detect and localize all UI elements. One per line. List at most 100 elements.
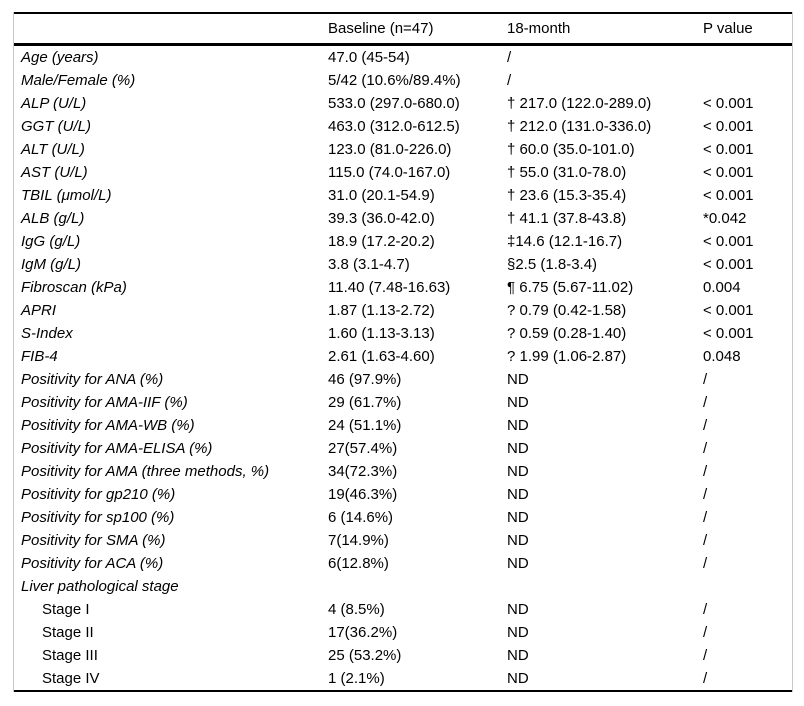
table-row: Positivity for AMA-IIF (%) 29 (61.7%) ND / (14, 391, 792, 414)
cell-pvalue: < 0.001 (703, 95, 754, 112)
row-label: Stage III (42, 647, 98, 664)
cell-baseline: 533.0 (297.0-680.0) (328, 95, 460, 112)
cell-pvalue: / (703, 486, 708, 503)
cell-baseline: 5/42 (10.6%/89.4%) (328, 72, 461, 89)
cell-pvalue: < 0.001 (703, 164, 754, 181)
cell-baseline: 3.8 (3.1-4.7) (328, 256, 410, 273)
cell-18month: ND (507, 532, 529, 549)
cell-18month: / (507, 49, 512, 66)
table-header-row: Baseline (n=47) 18-month P value (14, 13, 792, 46)
cell-pvalue: / (703, 601, 708, 618)
table-row: Positivity for ANA (%) 46 (97.9%) ND / (14, 368, 792, 391)
row-label: Positivity for SMA (%) (21, 532, 166, 549)
cell-pvalue: / (703, 394, 708, 411)
cell-baseline: 31.0 (20.1-54.9) (328, 187, 435, 204)
row-label: Positivity for AMA-WB (%) (21, 417, 195, 434)
row-label: TBIL (μmol/L) (21, 187, 112, 204)
cell-pvalue: / (703, 670, 708, 687)
table-row: GGT (U/L) 463.0 (312.0-612.5) † 212.0 (131… (14, 115, 792, 138)
cell-18month: ¶ 6.75 (5.67-11.02) (507, 279, 634, 296)
row-label: IgG (g/L) (21, 233, 81, 250)
cell-baseline: 7(14.9%) (328, 532, 389, 549)
cell-18month: ND (507, 486, 529, 503)
row-label: APRI (21, 302, 57, 319)
cell-baseline: 115.0 (74.0-167.0) (328, 164, 451, 181)
table-row: FIB-4 2.61 (1.63-4.60) ? 1.99 (1.06-2.87) 0… (14, 345, 792, 368)
header-18month: 18-month (507, 13, 703, 46)
row-label: Positivity for AMA-ELISA (%) (21, 440, 213, 457)
cell-18month: † 217.0 (122.0-289.0) (507, 95, 652, 112)
cell-baseline: 11.40 (7.48-16.63) (328, 279, 451, 296)
row-label: FIB-4 (21, 348, 58, 365)
table-row: S-Index 1.60 (1.13-3.13) ? 0.59 (0.28-1.40… (14, 322, 792, 345)
cell-baseline: 1.60 (1.13-3.13) (328, 325, 435, 342)
row-label: Stage I (42, 601, 90, 618)
cell-18month: ND (507, 647, 529, 664)
cell-baseline: 27(57.4%) (328, 440, 398, 457)
cell-18month: ND (507, 417, 529, 434)
cell-baseline: 24 (51.1%) (328, 417, 402, 434)
cell-baseline: 46 (97.9%) (328, 371, 402, 388)
header-parameter (14, 13, 328, 46)
row-label: Male/Female (%) (21, 72, 136, 89)
cell-18month: ND (507, 394, 529, 411)
cell-baseline: 1.87 (1.13-2.72) (328, 302, 435, 319)
cell-18month: ND (507, 463, 529, 480)
cell-18month: † 55.0 (31.0-78.0) (507, 164, 627, 181)
cell-18month: / (507, 72, 512, 89)
row-label: Positivity for AMA (three methods, %) (21, 463, 270, 480)
table-row: Stage IV 1 (2.1%) ND / (14, 667, 792, 691)
cell-18month: † 23.6 (15.3-35.4) (507, 187, 627, 204)
row-label: AST (U/L) (21, 164, 88, 181)
cell-baseline: 47.0 (45-54) (328, 49, 410, 66)
paper-table-figure: Baseline (n=47) 18-month P value Age (ye… (13, 12, 793, 692)
table-row: Positivity for AMA-ELISA (%) 27(57.4%) ND / (14, 437, 792, 460)
cell-18month: ? 0.59 (0.28-1.40) (507, 325, 627, 342)
cell-baseline: 6(12.8%) (328, 555, 389, 572)
cell-pvalue (703, 575, 792, 598)
table-row: AST (U/L) 115.0 (74.0-167.0) † 55.0 (31.0-… (14, 161, 792, 184)
cell-18month: ‡14.6 (12.1-16.7) (507, 233, 623, 250)
cell-pvalue: / (703, 532, 708, 549)
cell-pvalue: / (703, 371, 708, 388)
table-row: Positivity for AMA (three methods, %) 34(… (14, 460, 792, 483)
cell-baseline: 39.3 (36.0-42.0) (328, 210, 435, 227)
row-label: Stage IV (42, 670, 100, 687)
row-label: Liver pathological stage (21, 578, 179, 595)
cell-pvalue: < 0.001 (703, 141, 754, 158)
table-row: ALP (U/L) 533.0 (297.0-680.0) † 217.0 (122… (14, 92, 792, 115)
cell-18month: ? 0.79 (0.42-1.58) (507, 302, 627, 319)
table-row: Stage III 25 (53.2%) ND / (14, 644, 792, 667)
cell-pvalue: / (703, 647, 708, 664)
cell-pvalue: / (703, 509, 708, 526)
cell-baseline: 463.0 (312.0-612.5) (328, 118, 460, 135)
row-label: GGT (U/L) (21, 118, 91, 135)
table-body: Age (years) 47.0 (45-54) / Male/Female (%) 5… (14, 45, 792, 692)
cell-baseline: 1 (2.1%) (328, 670, 385, 687)
cell-18month: ND (507, 624, 529, 641)
cell-18month: ND (507, 555, 529, 572)
cell-18month: † 41.1 (37.8-43.8) (507, 210, 627, 227)
row-label: ALT (U/L) (21, 141, 85, 158)
row-label: Positivity for AMA-IIF (%) (21, 394, 188, 411)
cell-pvalue: / (703, 417, 708, 434)
cell-18month: † 212.0 (131.0-336.0) (507, 118, 652, 135)
cell-pvalue: 0.004 (703, 279, 741, 296)
row-label: Positivity for sp100 (%) (21, 509, 175, 526)
table-row: Age (years) 47.0 (45-54) / (14, 45, 792, 70)
cell-baseline: 19(46.3%) (328, 486, 398, 503)
table-row: Positivity for ACA (%) 6(12.8%) ND / (14, 552, 792, 575)
table-row: IgM (g/L) 3.8 (3.1-4.7) §2.5 (1.8-3.4) < 0.… (14, 253, 792, 276)
table-row: IgG (g/L) 18.9 (17.2-20.2) ‡14.6 (12.1-16.… (14, 230, 792, 253)
row-label: ALB (g/L) (21, 210, 85, 227)
table-row: Stage I 4 (8.5%) ND / (14, 598, 792, 621)
cell-pvalue: < 0.001 (703, 118, 754, 135)
cell-pvalue: / (703, 440, 708, 457)
cell-baseline: 29 (61.7%) (328, 394, 402, 411)
table-row: Liver pathological stage (14, 575, 792, 598)
cell-baseline: 25 (53.2%) (328, 647, 402, 664)
cell-baseline: 34(72.3%) (328, 463, 398, 480)
header-pvalue: P value (703, 13, 792, 46)
cell-pvalue: < 0.001 (703, 233, 754, 250)
cell-18month: † 60.0 (35.0-101.0) (507, 141, 635, 158)
